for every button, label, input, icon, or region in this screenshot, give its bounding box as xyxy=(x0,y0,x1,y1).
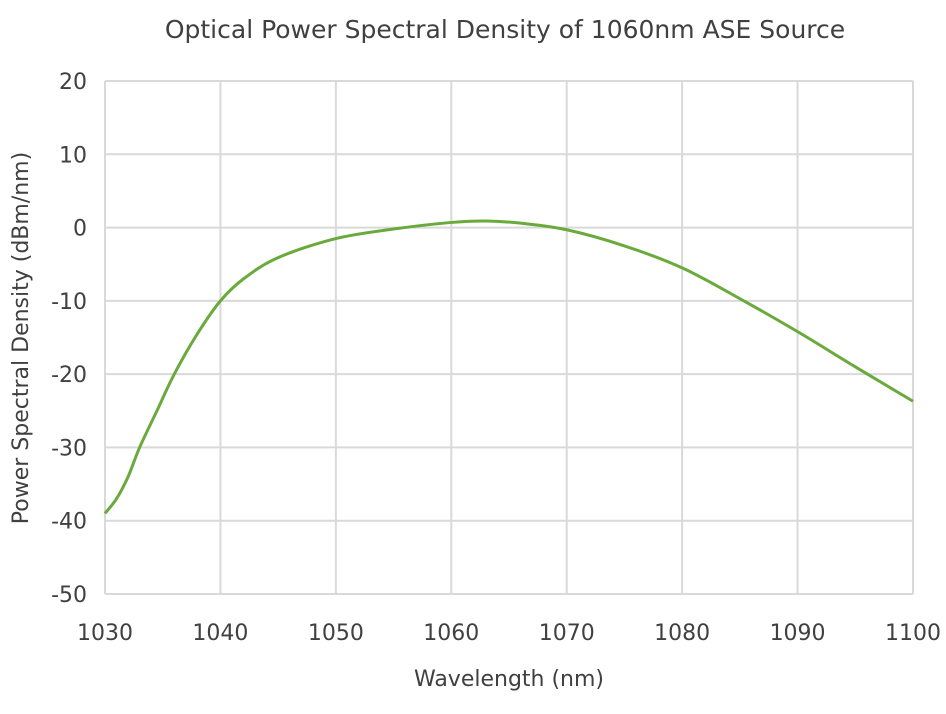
y-tick-label: 20 xyxy=(59,70,87,95)
y-tick-label: -20 xyxy=(51,363,87,388)
y-tick-label: -40 xyxy=(51,510,87,535)
grid xyxy=(104,80,914,595)
x-tick-label: 1100 xyxy=(885,621,941,646)
x-tick-labels: 1030 1040 1050 1060 1070 1080 1090 1100 xyxy=(77,621,941,646)
x-tick-label: 1080 xyxy=(654,621,710,646)
y-tick-label: 10 xyxy=(59,143,87,168)
x-tick-label: 1060 xyxy=(423,621,479,646)
y-tick-label: -50 xyxy=(51,583,87,608)
x-tick-label: 1070 xyxy=(539,621,595,646)
y-tick-label: -30 xyxy=(51,436,87,461)
y-tick-labels: 20 10 0 -10 -20 -30 -40 -50 xyxy=(51,70,87,608)
x-tick-label: 1050 xyxy=(308,621,364,646)
y-tick-label: 0 xyxy=(73,217,87,242)
x-tick-label: 1090 xyxy=(770,621,826,646)
x-tick-label: 1030 xyxy=(77,621,133,646)
chart-title: Optical Power Spectral Density of 1060nm… xyxy=(165,15,845,44)
y-axis-label: Power Spectral Density (dBm/nm) xyxy=(9,152,34,524)
x-tick-label: 1040 xyxy=(192,621,248,646)
x-axis-label: Wavelength (nm) xyxy=(414,667,604,692)
series-line xyxy=(103,219,914,515)
y-tick-label: -10 xyxy=(51,290,87,315)
